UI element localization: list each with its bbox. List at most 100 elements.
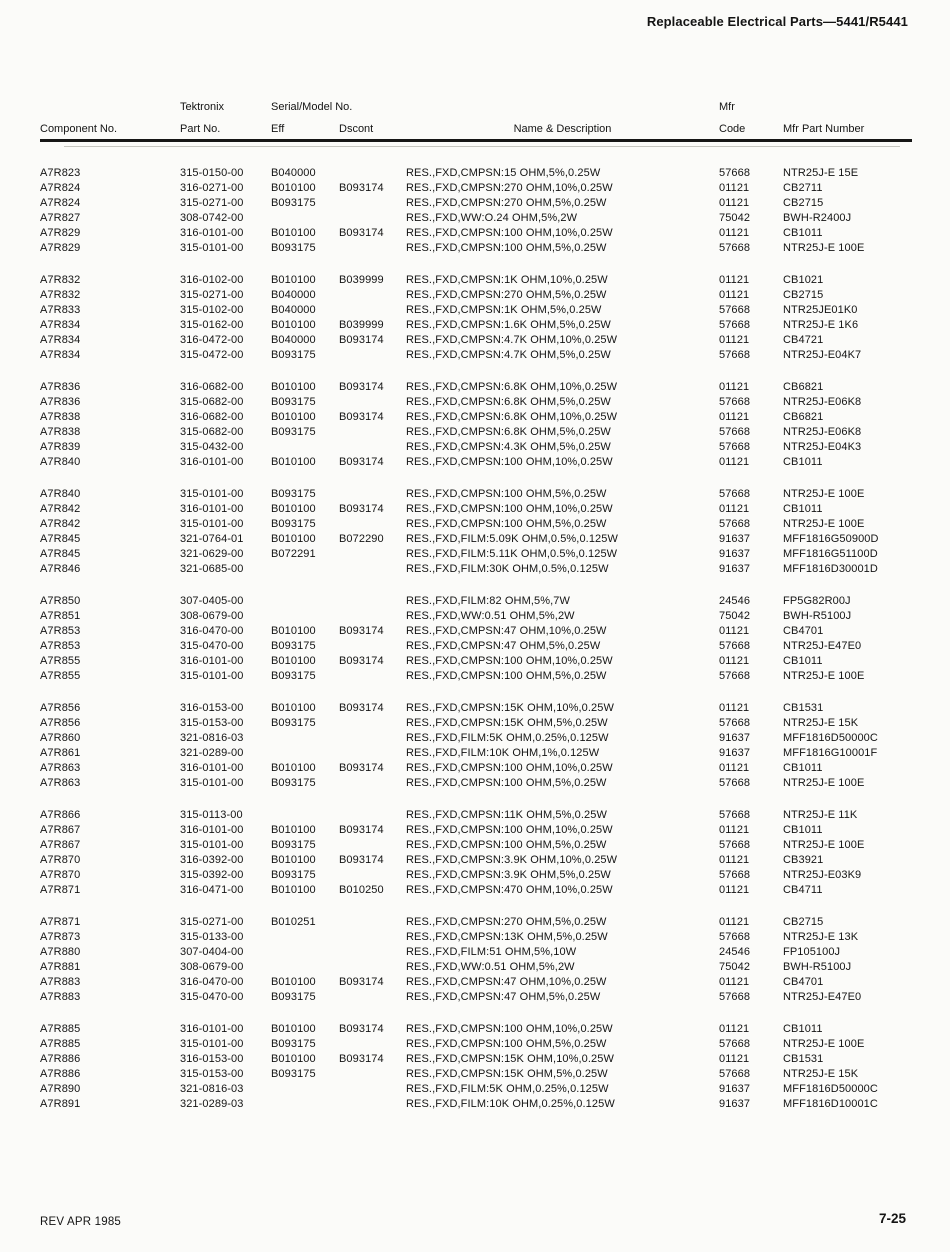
- cell-component-no: A7R871: [40, 916, 81, 928]
- cell-mfr-part-number: NTR25J-E 100E: [783, 518, 865, 530]
- cell-mfr-code: 01121: [719, 762, 750, 774]
- cell-serial-eff: B010100: [271, 625, 316, 637]
- cell-mfr-part-number: CB2715: [783, 197, 824, 209]
- cell-tektronix-part-no: 316-0102-00: [180, 274, 244, 286]
- cell-serial-eff: [271, 211, 339, 226]
- cell-name-description: RES.,FXD,CMPSN:100 OHM,5%,0.25W: [406, 839, 607, 851]
- cell-serial-dscont: [339, 594, 406, 609]
- cell-mfr-code: 57668: [719, 869, 751, 881]
- header-name-description: Name & Description: [513, 123, 612, 135]
- cell-mfr-code: 01121: [719, 274, 750, 286]
- cell-serial-eff: B093175: [271, 991, 316, 1003]
- cell-serial-eff: [271, 945, 339, 960]
- cell-component-no: A7R834: [40, 349, 81, 361]
- cell-serial-eff: B010100: [271, 824, 316, 836]
- cell-serial-dscont: [339, 288, 406, 303]
- cell-serial-eff: [271, 960, 339, 975]
- cell-mfr-code: 01121: [719, 884, 750, 896]
- cell-serial-dscont: [339, 716, 406, 731]
- cell-component-no: A7R834: [40, 319, 81, 331]
- cell-serial-eff: [271, 609, 339, 624]
- cell-mfr-part-number: CB6821: [783, 411, 824, 423]
- table-row: A7R840 316-0101-00 B010100 B093174 RES.,FXD,…: [40, 455, 912, 470]
- cell-mfr-code: 24546: [719, 595, 751, 607]
- cell-tektronix-part-no: 315-0113-00: [180, 809, 243, 821]
- cell-tektronix-part-no: 315-0101-00: [180, 488, 244, 500]
- cell-mfr-part-number: CB1011: [783, 1023, 823, 1035]
- cell-tektronix-part-no: 316-0682-00: [180, 381, 244, 393]
- cell-tektronix-part-no: 315-0101-00: [180, 242, 244, 254]
- cell-mfr-code: 01121: [719, 456, 750, 468]
- cell-mfr-code: 57668: [719, 304, 751, 316]
- cell-mfr-part-number: NTR25J-E 100E: [783, 839, 865, 851]
- cell-mfr-part-number: NTR25J-E 15E: [783, 167, 859, 179]
- cell-mfr-part-number: CB2715: [783, 916, 824, 928]
- cell-name-description: RES.,FXD,CMPSN:3.9K OHM,10%,0.25W: [406, 854, 618, 866]
- cell-mfr-code: 24546: [719, 946, 751, 958]
- cell-component-no: A7R840: [40, 488, 81, 500]
- cell-tektronix-part-no: 316-0101-00: [180, 227, 244, 239]
- table-row: A7R866 315-0113-00 RES.,FXD,CMPSN:11K OHM,…: [40, 808, 912, 823]
- table-row: A7R829 315-0101-00 B093175 RES.,FXD,CMPSN:1…: [40, 241, 912, 256]
- cell-tektronix-part-no: 316-0101-00: [180, 824, 244, 836]
- cell-tektronix-part-no: 315-0153-00: [180, 717, 244, 729]
- cell-mfr-part-number: CB2715: [783, 289, 824, 301]
- table-row: A7R832 316-0102-00 B010100 B039999 RES.,FXD,…: [40, 273, 912, 288]
- cell-component-no: A7R833: [40, 304, 81, 316]
- cell-serial-dscont: B093174: [339, 1023, 384, 1035]
- cell-mfr-part-number: CB1011: [783, 227, 823, 239]
- cell-mfr-part-number: CB1531: [783, 1053, 824, 1065]
- cell-tektronix-part-no: 316-0101-00: [180, 655, 244, 667]
- cell-component-no: A7R886: [40, 1068, 81, 1080]
- cell-component-no: A7R867: [40, 824, 81, 836]
- cell-serial-eff: B010100: [271, 319, 316, 331]
- table-row: A7R824 316-0271-00 B010100 B093174 RES.,FXD,…: [40, 181, 912, 196]
- cell-mfr-part-number: NTR25JE01K0: [783, 304, 858, 316]
- cell-mfr-code: 01121: [719, 976, 750, 988]
- header-component-no: Component No.: [40, 123, 118, 135]
- table-row: A7R846 321-0685-00 RES.,FXD,FILM:30K OHM,0…: [40, 562, 912, 577]
- cell-component-no: A7R883: [40, 976, 81, 988]
- cell-component-no: A7R890: [40, 1083, 81, 1095]
- cell-mfr-code: 01121: [719, 1053, 750, 1065]
- cell-mfr-part-number: NTR25J-E 15K: [783, 1068, 859, 1080]
- table-row: A7R870 316-0392-00 B010100 B093174 RES.,FXD,…: [40, 853, 912, 868]
- cell-serial-dscont: B093174: [339, 824, 384, 836]
- cell-serial-dscont: B093174: [339, 182, 384, 194]
- cell-tektronix-part-no: 315-0133-00: [180, 931, 244, 943]
- cell-component-no: A7R870: [40, 854, 81, 866]
- cell-serial-dscont: [339, 746, 406, 761]
- cell-name-description: RES.,FXD,FILM:5.11K OHM,0.5%,0.125W: [406, 548, 618, 560]
- cell-name-description: RES.,FXD,CMPSN:270 OHM,5%,0.25W: [406, 197, 607, 209]
- cell-tektronix-part-no: 316-0271-00: [180, 182, 244, 194]
- cell-serial-eff: B093175: [271, 1038, 316, 1050]
- cell-serial-eff: B093175: [271, 242, 316, 254]
- cell-mfr-part-number: CB4701: [783, 625, 824, 637]
- cell-component-no: A7R867: [40, 839, 81, 851]
- cell-component-no: A7R842: [40, 503, 81, 515]
- table-row: A7R873 315-0133-00 RES.,FXD,CMPSN:13K OHM,…: [40, 930, 912, 945]
- cell-mfr-code: 57668: [719, 426, 751, 438]
- cell-mfr-part-number: NTR25J-E 100E: [783, 670, 865, 682]
- cell-mfr-code: 01121: [719, 334, 750, 346]
- cell-mfr-code: 57668: [719, 349, 751, 361]
- cell-component-no: A7R863: [40, 777, 81, 789]
- cell-mfr-part-number: CB1021: [783, 274, 824, 286]
- footer-revision: REV APR 1985: [40, 1216, 122, 1228]
- cell-mfr-part-number: CB6821: [783, 381, 824, 393]
- cell-mfr-part-number: MFF1816D10001C: [783, 1098, 878, 1110]
- cell-mfr-part-number: FP5G82R00J: [783, 595, 851, 607]
- cell-serial-dscont: [339, 166, 406, 181]
- cell-name-description: RES.,FXD,CMPSN:470 OHM,10%,0.25W: [406, 884, 613, 896]
- cell-component-no: A7R838: [40, 426, 81, 438]
- cell-mfr-code: 01121: [719, 916, 750, 928]
- cell-serial-dscont: B093174: [339, 854, 384, 866]
- cell-mfr-part-number: FP105100J: [783, 946, 841, 958]
- header-rule-artifact: [64, 146, 900, 147]
- cell-mfr-code: 91637: [719, 563, 751, 575]
- cell-component-no: A7R853: [40, 625, 81, 637]
- cell-name-description: RES.,FXD,CMPSN:100 OHM,10%,0.25W: [406, 1023, 613, 1035]
- cell-mfr-code: 57668: [719, 991, 751, 1003]
- cell-name-description: RES.,FXD,CMPSN:6.8K OHM,5%,0.25W: [406, 396, 611, 408]
- cell-mfr-code: 57668: [719, 670, 751, 682]
